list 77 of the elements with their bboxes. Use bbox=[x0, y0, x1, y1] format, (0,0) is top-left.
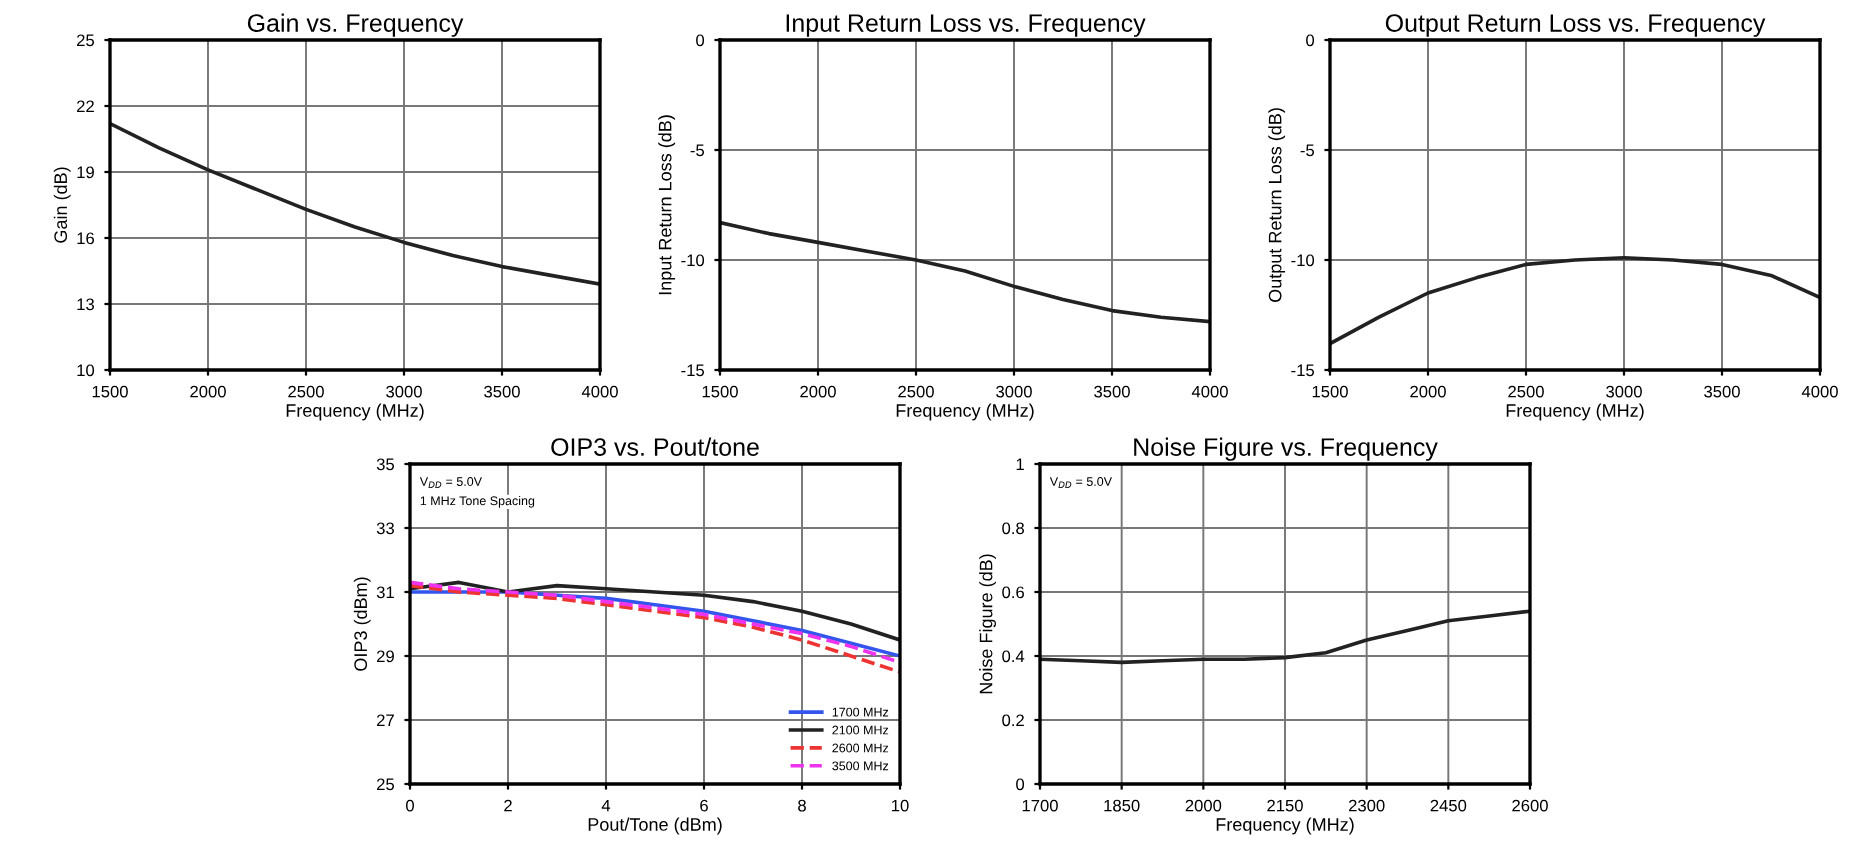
chart-title: Input Return Loss vs. Frequency bbox=[786, 14, 1146, 37]
y-axis-title: Noise Figure (dB) bbox=[979, 554, 996, 694]
x-tick-label: 4000 bbox=[1801, 385, 1838, 398]
x-tick-label: 3000 bbox=[1606, 385, 1642, 398]
x-tick-label: 1850 bbox=[1104, 799, 1140, 812]
y-tick-label: 0 bbox=[1306, 34, 1315, 47]
y-axis-title: Output Return Loss (dB) bbox=[1268, 108, 1286, 302]
chart-title: Gain vs. Frequency bbox=[247, 13, 464, 37]
y-tick-label: 31 bbox=[376, 586, 394, 599]
y-tick-label: 25 bbox=[77, 34, 95, 47]
x-tick-label: 2000 bbox=[1410, 385, 1446, 398]
chart-title: OIP3 vs. Pout/tone bbox=[551, 437, 759, 456]
y-tick-label: -10 bbox=[1291, 254, 1315, 267]
x-tick-label: 3500 bbox=[484, 385, 520, 398]
x-axis-title: Pout/Tone (dBm) bbox=[588, 817, 722, 835]
y-tick-label: 0.8 bbox=[1002, 522, 1024, 535]
y-tick-label: 25 bbox=[377, 778, 395, 791]
y-tick-label: 35 bbox=[376, 458, 395, 471]
x-axis-title: Frequency (MHz) bbox=[286, 403, 424, 421]
y-tick-label: 1 bbox=[1016, 458, 1024, 471]
x-tick-label: 2150 bbox=[1267, 799, 1303, 812]
x-tick-label: 3500 bbox=[1704, 385, 1740, 398]
x-tick-label: 6 bbox=[700, 799, 708, 812]
y-tick-label: 27 bbox=[377, 714, 394, 727]
y-axis-title: OIP3 (dBm) bbox=[353, 577, 371, 671]
y-axis-title: Gain (dB) bbox=[53, 167, 71, 243]
x-tick-label: 3000 bbox=[386, 385, 422, 398]
x-tick-label: 2500 bbox=[898, 385, 934, 398]
x-tick-label: 2600 bbox=[1512, 799, 1548, 812]
y-tick-label: -5 bbox=[690, 144, 705, 157]
x-tick-label: 8 bbox=[798, 799, 806, 812]
x-tick-label: 1500 bbox=[1312, 385, 1348, 398]
chart-title: Noise Figure vs. Frequency bbox=[1134, 437, 1438, 461]
y-tick-label: 29 bbox=[377, 650, 394, 663]
y-tick-label: 0 bbox=[1016, 778, 1025, 791]
x-tick-label: 2500 bbox=[288, 385, 324, 398]
y-tick-label: 22 bbox=[77, 100, 94, 113]
y-axis-title: Input Return Loss (dB) bbox=[658, 115, 676, 295]
x-tick-label: 3500 bbox=[1094, 385, 1130, 398]
line-series bbox=[410, 580, 900, 642]
line-series bbox=[1330, 255, 1820, 346]
x-tick-label: 1500 bbox=[92, 385, 128, 398]
y-tick-label: 10 bbox=[77, 364, 95, 377]
line-series bbox=[110, 121, 600, 287]
y-tick-label: 13 bbox=[77, 298, 94, 311]
x-tick-label: 1700 bbox=[1022, 799, 1058, 812]
x-tick-label: 4000 bbox=[581, 385, 618, 398]
y-tick-label: 0.2 bbox=[1002, 714, 1024, 727]
x-tick-label: 2000 bbox=[190, 385, 226, 398]
y-tick-label: 16 bbox=[77, 232, 94, 245]
x-tick-label: 4000 bbox=[1191, 385, 1228, 398]
y-tick-label: -10 bbox=[681, 254, 705, 267]
x-tick-label: 2 bbox=[504, 799, 512, 812]
x-tick-label: 0 bbox=[406, 799, 414, 812]
y-tick-label: -15 bbox=[681, 364, 705, 377]
y-tick-label: -15 bbox=[1291, 364, 1315, 377]
x-axis-title: Frequency (MHz) bbox=[1506, 403, 1644, 421]
y-tick-label: 19 bbox=[77, 166, 94, 179]
x-tick-label: 3000 bbox=[996, 385, 1032, 398]
line-series bbox=[1040, 609, 1530, 665]
y-tick-label: 33 bbox=[376, 522, 394, 535]
x-tick-label: 10 bbox=[892, 799, 909, 812]
line-series bbox=[720, 220, 1210, 324]
x-tick-label: 2300 bbox=[1348, 799, 1385, 812]
x-tick-label: 1500 bbox=[702, 385, 738, 398]
y-tick-label: -5 bbox=[1300, 144, 1315, 157]
y-tick-label: 0.6 bbox=[1002, 586, 1024, 599]
x-axis-title: Frequency (MHz) bbox=[1216, 817, 1354, 835]
x-tick-label: 2450 bbox=[1430, 799, 1467, 812]
x-tick-label: 2000 bbox=[800, 385, 836, 398]
chart-title: Output Return Loss vs. Frequency bbox=[1385, 14, 1766, 37]
y-tick-label: 0 bbox=[696, 34, 705, 47]
x-tick-label: 2000 bbox=[1185, 799, 1222, 812]
x-tick-label: 4 bbox=[601, 799, 611, 812]
x-tick-label: 2500 bbox=[1508, 385, 1544, 398]
x-axis-title: Frequency (MHz) bbox=[896, 403, 1034, 421]
y-tick-label: 0.4 bbox=[1002, 650, 1025, 663]
